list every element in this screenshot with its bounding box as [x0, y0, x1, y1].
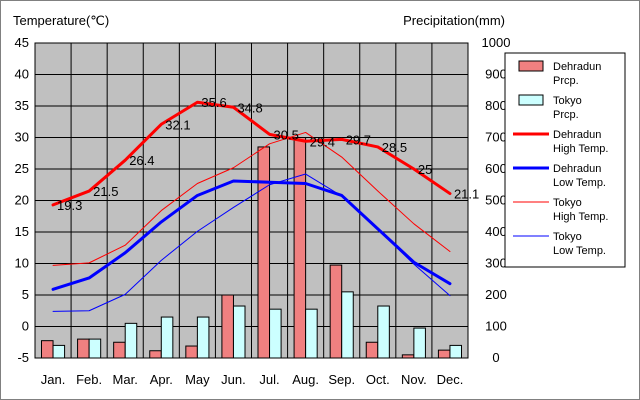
- right-tick-label: 700: [485, 130, 507, 145]
- x-tick-label: Nov.: [401, 372, 427, 387]
- data-label: 19.3: [57, 198, 82, 213]
- legend-box: [504, 52, 626, 268]
- left-tick-label: 20: [15, 193, 29, 208]
- legend-tokyo-low-temp-text: Tokyo: [553, 231, 582, 243]
- left-tick-label: -5: [17, 350, 29, 365]
- grid: [35, 43, 468, 358]
- bar-tokyo-prcp: [377, 305, 390, 359]
- bar-dehradun-prcp: [113, 341, 126, 359]
- left-tick-label: 30: [15, 130, 29, 145]
- data-label: 32.1: [165, 117, 190, 132]
- bar-dehradun-prcp: [329, 264, 343, 359]
- bar-dehradun-prcp: [77, 338, 90, 359]
- bar-dehradun-prcp: [185, 345, 198, 359]
- right-tick-label: 600: [485, 161, 507, 176]
- legend-tokyo-low-temp-text: Low Temp.: [553, 245, 606, 257]
- legend-dehradun-high-temp-text: High Temp.: [553, 143, 608, 155]
- right-tick-label: 100: [485, 319, 507, 334]
- line-dehradun-high-temp: [51, 100, 452, 207]
- line-layer: [51, 100, 452, 312]
- data-label: 29.4: [310, 134, 335, 149]
- legend-tokyo-prcp-text: Prcp.: [553, 109, 579, 121]
- legend: Dehradun Prcp. Tokyo Prcp. Dehradun High Temp…: [504, 52, 626, 268]
- left-axis-title: Temperature(℃): [13, 13, 109, 28]
- x-tick-label: Apr.: [150, 372, 173, 387]
- right-tick-label: 200: [485, 287, 507, 302]
- data-label: 25: [418, 162, 432, 177]
- right-tick-label: 800: [485, 98, 507, 113]
- data-labels: 19.3 21.5 26.4 32.1 35.6 34.8 30.5 29.4 29.7 28.5…: [57, 95, 479, 213]
- x-tick-label: Sep.: [328, 372, 355, 387]
- left-tick-label: 25: [15, 161, 29, 176]
- x-tick-label: Jul.: [259, 372, 279, 387]
- legend-tokyo-prcp-swatch: [518, 94, 544, 106]
- left-tick-label: 10: [15, 256, 29, 271]
- x-tick-label: Dec.: [437, 372, 464, 387]
- bar-dehradun-prcp: [257, 146, 271, 359]
- left-tick-label: 15: [15, 224, 29, 239]
- bar-dehradun-prcp: [40, 340, 54, 359]
- bar-tokyo-prcp: [449, 344, 463, 359]
- left-tick-label: 40: [15, 67, 29, 82]
- bar-tokyo-prcp: [305, 308, 318, 359]
- bar-tokyo-prcp: [232, 305, 246, 359]
- data-label: 26.4: [129, 153, 154, 168]
- right-tick-label: 300: [485, 256, 507, 271]
- bar-tokyo-prcp: [196, 316, 210, 359]
- data-label: 28.5: [382, 140, 407, 155]
- legend-dehradun-low-temp-text: Dehradun: [553, 163, 601, 175]
- bar-dehradun-prcp: [293, 137, 307, 359]
- legend-tokyo-high-temp-text: High Temp.: [553, 211, 608, 223]
- axes: Temperature(℃) Precipitation(mm) -5 0 5 10 1…: [13, 13, 510, 387]
- x-tick-label: Oct.: [366, 372, 390, 387]
- legend-tokyo-high-temp-text: Tokyo: [553, 197, 582, 209]
- data-label: 34.8: [237, 100, 262, 115]
- right-tick-label: 500: [485, 193, 507, 208]
- x-tick-label: Jan.: [41, 372, 66, 387]
- data-label: 21.5: [93, 184, 118, 199]
- bar-tokyo-prcp: [88, 338, 102, 359]
- legend-dehradun-high-temp-text: Dehradun: [553, 129, 601, 141]
- right-tick-label: 400: [485, 224, 507, 239]
- left-tick-label: 5: [22, 287, 29, 302]
- right-tick-label: 900: [485, 67, 507, 82]
- line-dehradun-low-temp: [51, 179, 452, 291]
- bar-layer: [40, 137, 463, 359]
- legend-dehradun-prcp-swatch: [518, 60, 544, 72]
- x-tick-label: Feb.: [76, 372, 102, 387]
- data-label: 29.7: [346, 132, 371, 147]
- bar-dehradun-prcp: [401, 354, 415, 359]
- right-tick-label: 1000: [482, 35, 511, 50]
- right-tick-label: 0: [492, 350, 499, 365]
- left-tick-label: 45: [15, 35, 29, 50]
- bar-tokyo-prcp: [341, 291, 354, 359]
- data-label: 35.6: [201, 95, 226, 110]
- bar-dehradun-prcp: [221, 294, 234, 359]
- bar-dehradun-prcp: [437, 349, 451, 359]
- x-tick-label: May: [185, 372, 210, 387]
- left-tick-label: 35: [15, 98, 29, 113]
- left-tick-label: 0: [22, 319, 29, 334]
- legend-dehradun-prcp-text: Prcp.: [553, 75, 579, 87]
- line-tokyo-high-temp: [52, 131, 451, 266]
- bar-tokyo-prcp: [413, 327, 426, 359]
- bar-tokyo-prcp: [52, 344, 66, 359]
- x-tick-label: Jun.: [221, 372, 246, 387]
- data-label: 30.5: [274, 127, 299, 142]
- legend-dehradun-low-temp-text: Low Temp.: [553, 177, 606, 189]
- bar-tokyo-prcp: [160, 316, 174, 359]
- legend-dehradun-prcp-text: Dehradun: [553, 61, 601, 73]
- legend-tokyo-prcp-text: Tokyo: [553, 95, 582, 107]
- bar-tokyo-prcp: [269, 308, 282, 359]
- x-tick-label: Mar.: [113, 372, 138, 387]
- bar-dehradun-prcp: [365, 341, 379, 359]
- x-tick-label: Aug.: [292, 372, 319, 387]
- bar-tokyo-prcp: [124, 322, 138, 359]
- bar-dehradun-prcp: [149, 350, 162, 359]
- data-label: 21.1: [454, 187, 479, 202]
- right-axis-title: Precipitation(mm): [403, 13, 505, 28]
